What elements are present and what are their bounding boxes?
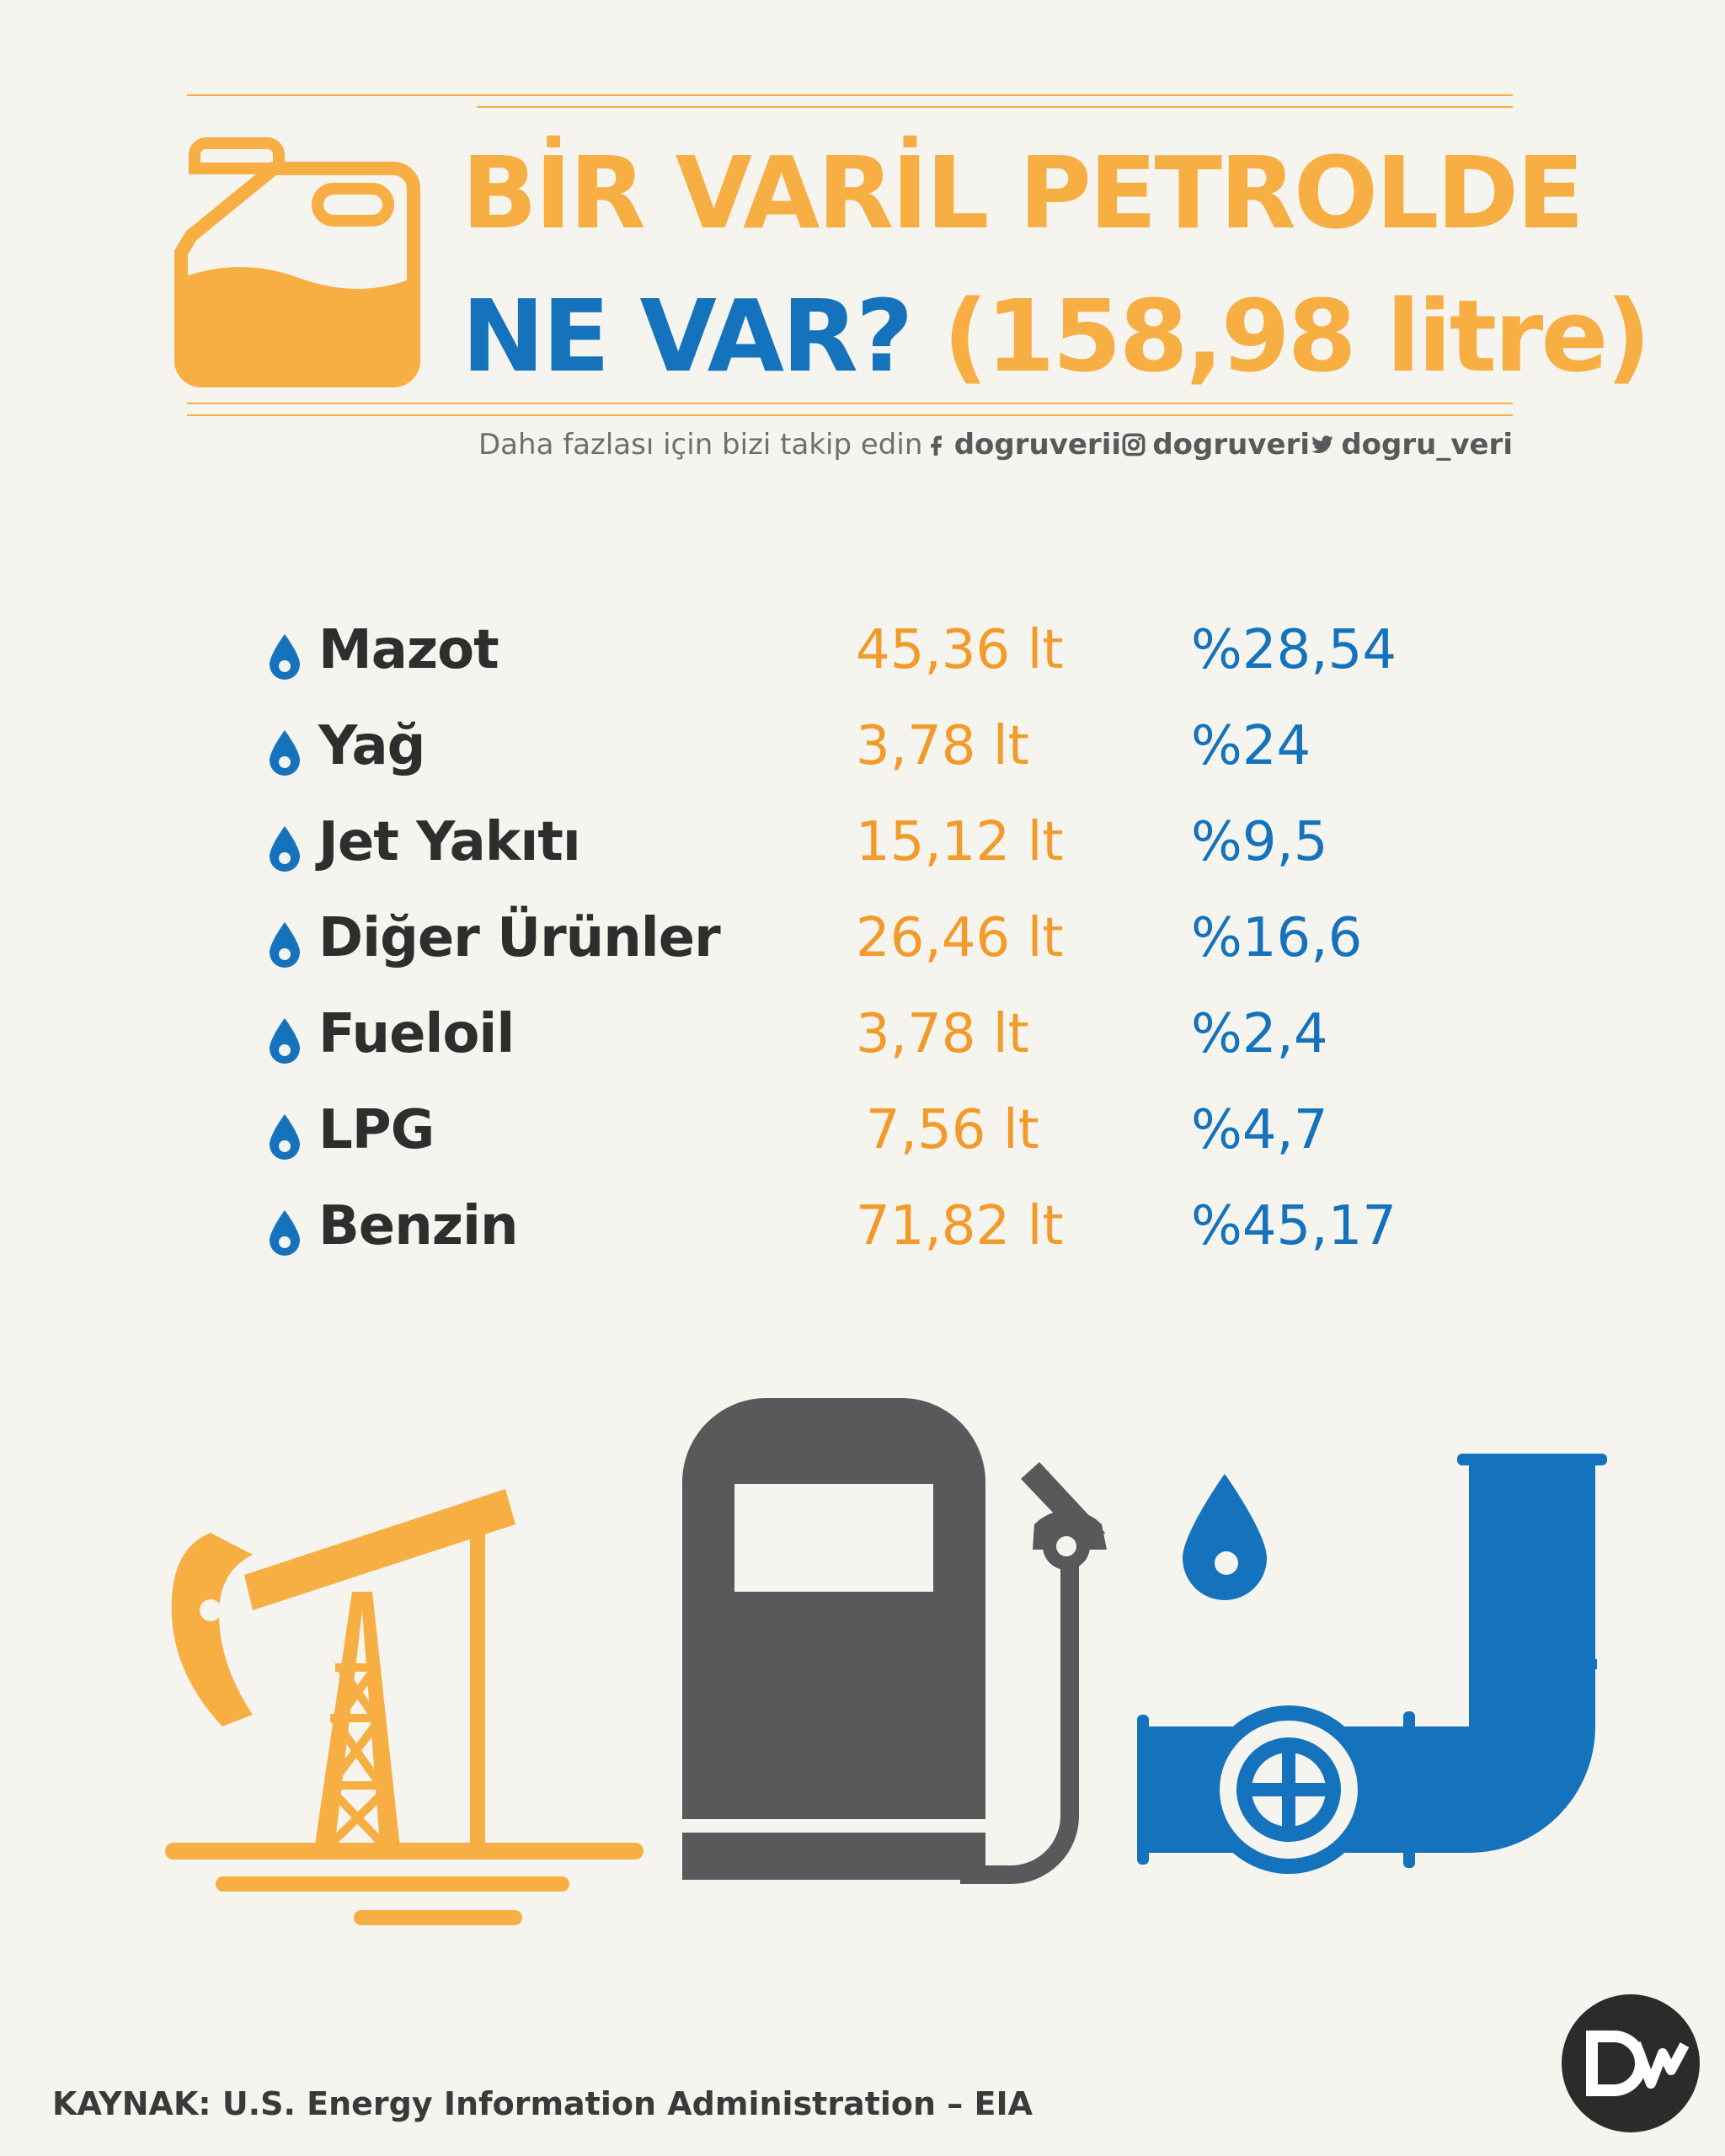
title-line-2: NE VAR? (158,98 litre) xyxy=(462,278,1652,394)
fuel-pump-icon xyxy=(682,1398,1107,1884)
top-divider xyxy=(187,94,1513,96)
jerrycan-icon xyxy=(174,137,420,387)
product-liters: 3,78 lt xyxy=(856,1003,1029,1065)
oil-pumpjack-icon xyxy=(165,1489,644,1925)
dv-logo xyxy=(1562,1994,1700,2132)
product-name: Diğer Ürünler xyxy=(318,907,721,969)
oil-drop-icon xyxy=(270,730,300,776)
product-liters: 15,12 lt xyxy=(856,811,1064,873)
facebook-link[interactable]: dogruverii xyxy=(924,428,1121,462)
facebook-icon xyxy=(930,435,942,456)
title-question: NE VAR? xyxy=(462,278,913,394)
list-item: Diğer Ürünler 26,46 lt %16,6 xyxy=(266,899,1445,991)
twitter-icon xyxy=(1311,435,1334,454)
product-name: LPG xyxy=(318,1099,435,1161)
oil-drop-icon xyxy=(270,1018,300,1064)
product-liters: 71,82 lt xyxy=(856,1195,1064,1257)
product-liters: 45,36 lt xyxy=(856,619,1064,681)
list-item: Fueloil 3,78 lt %2,4 xyxy=(266,995,1445,1087)
product-liters: 26,46 lt xyxy=(856,907,1064,969)
instagram-icon xyxy=(1122,433,1146,456)
list-item: Jet Yakıtı 15,12 lt %9,5 xyxy=(266,803,1445,895)
product-name: Benzin xyxy=(318,1195,518,1257)
follow-text: Daha fazlası için bizi takip edin xyxy=(478,428,923,462)
twitter-link[interactable]: dogru_veri xyxy=(1311,428,1513,462)
social-follow-bar: Daha fazlası için bizi takip edin dogruv… xyxy=(478,428,1513,462)
product-percent: %28,54 xyxy=(1191,619,1397,681)
list-item: Benzin 71,82 lt %45,17 xyxy=(266,1187,1445,1279)
product-liters: 3,78 lt xyxy=(856,715,1029,777)
oil-drop-icon xyxy=(270,826,300,872)
product-percent: %16,6 xyxy=(1191,907,1363,969)
top-divider-short xyxy=(477,106,1513,108)
oil-drop-icon xyxy=(270,1210,300,1256)
title-line-1: BİR VARİL PETROLDE xyxy=(462,135,1584,251)
oil-drop-icon xyxy=(270,634,300,680)
title-divider xyxy=(187,403,1513,404)
product-percent: %9,5 xyxy=(1191,811,1328,873)
title-volume: (158,98 litre) xyxy=(943,278,1652,394)
product-liters: 7,56 lt xyxy=(866,1099,1039,1161)
product-name: Jet Yakıtı xyxy=(318,811,581,873)
oil-drop-icon xyxy=(270,1114,300,1160)
product-percent: %45,17 xyxy=(1191,1195,1397,1257)
list-item: LPG 7,56 lt %4,7 xyxy=(266,1091,1445,1183)
title-divider-short xyxy=(187,414,1513,416)
product-percent: %24 xyxy=(1191,715,1311,777)
product-name: Fueloil xyxy=(318,1003,515,1065)
product-percent: %4,7 xyxy=(1191,1099,1328,1161)
instagram-link[interactable]: dogruveri xyxy=(1122,428,1310,462)
product-percent: %2,4 xyxy=(1191,1003,1328,1065)
list-item: Yağ 3,78 lt %24 xyxy=(266,707,1445,799)
oil-drop-icon xyxy=(270,922,300,968)
product-name: Yağ xyxy=(318,715,425,777)
list-item: Mazot 45,36 lt %28,54 xyxy=(266,611,1445,703)
pipeline-icon xyxy=(1137,1454,1607,1874)
product-name: Mazot xyxy=(318,619,499,681)
source-credit: KAYNAK: U.S. Energy Information Administ… xyxy=(52,2085,1033,2122)
